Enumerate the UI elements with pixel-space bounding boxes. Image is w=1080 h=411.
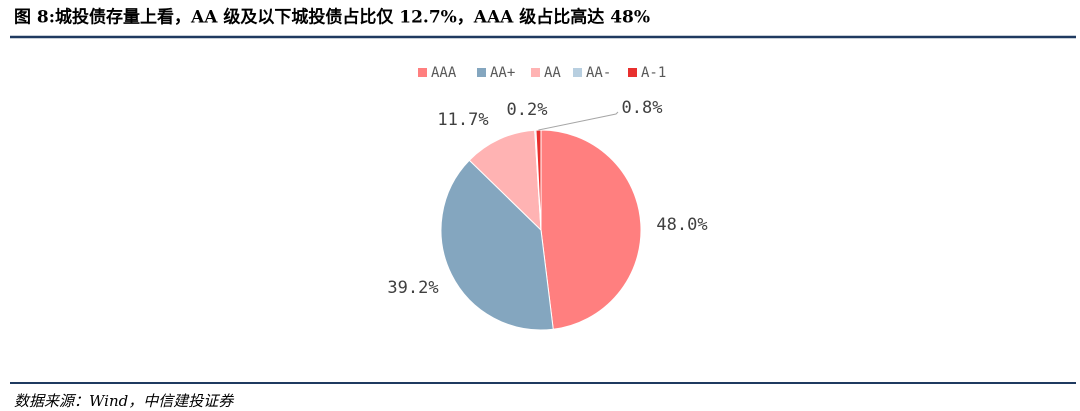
legend-swatch [418, 68, 427, 77]
data-label: 11.7% [437, 110, 488, 130]
legend-swatch [628, 68, 637, 77]
source: 数据来源：Wind，中信建投证券 [14, 392, 234, 410]
leader-line [538, 111, 619, 131]
pie-slice [468, 129, 542, 232]
legend-swatch [477, 68, 486, 77]
data-label: 39.2% [387, 278, 438, 298]
chart-title: 图 8:城投债存量上看，AA 级及以下城投债占比仅 12.7%，AAA 级占比高… [14, 7, 650, 28]
data-label: 48.0% [656, 215, 707, 235]
legend-label: A-1 [641, 65, 666, 81]
legend-label: AAA [431, 65, 457, 81]
legend-swatch [531, 68, 540, 77]
pie-slice [540, 129, 642, 330]
pie-slice [440, 159, 554, 331]
legend-swatch [573, 68, 582, 77]
legend-label: AA [544, 65, 561, 81]
legend-label: AA+ [490, 65, 515, 81]
data-label: 0.2% [507, 100, 548, 120]
legend-label: AA- [586, 65, 611, 81]
data-label: 0.8% [622, 98, 663, 118]
